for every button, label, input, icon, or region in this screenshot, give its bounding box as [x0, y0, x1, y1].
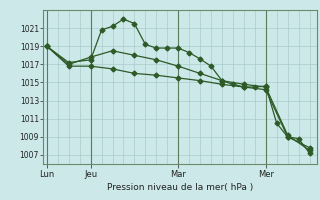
X-axis label: Pression niveau de la mer( hPa ): Pression niveau de la mer( hPa ): [107, 183, 253, 192]
